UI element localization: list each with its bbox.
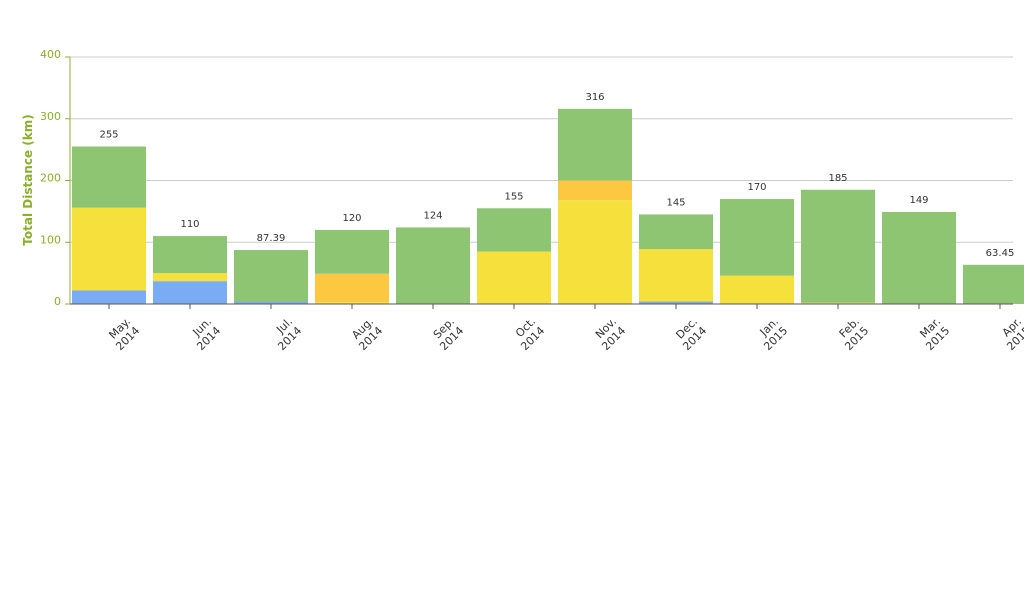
- bar-segment-1: [153, 273, 227, 282]
- x-tick-label: Oct.2014: [509, 315, 547, 353]
- x-tick-label: Jun.2014: [185, 315, 223, 353]
- x-tick-label: Jan.2015: [752, 315, 790, 353]
- bar-total-label: 170: [747, 182, 766, 193]
- bar-segment-1: [315, 302, 389, 304]
- bar-total-label: 120: [342, 213, 361, 224]
- bar-total-label: 87.39: [257, 233, 286, 244]
- bar-segment-3: [315, 229, 389, 274]
- bar-segment-3: [396, 227, 470, 304]
- bar-segment-3: [153, 236, 227, 274]
- bar-segment-1: [558, 200, 632, 304]
- axes: 0 100 200 300 400 May.2014 Jun.2014 Jul.2014 Aug…: [40, 48, 1024, 353]
- bar-segment-2: [558, 180, 632, 201]
- bar-segment-3: [477, 208, 551, 252]
- bar-total-label: 63.45: [986, 248, 1015, 259]
- x-tick-label: Dec.2014: [671, 315, 709, 353]
- x-tick-label: Feb.2015: [833, 315, 871, 353]
- y-tick-label: 300: [40, 110, 61, 123]
- bar-total-label: 110: [180, 219, 199, 230]
- x-tick-label: Aug.2014: [347, 315, 385, 353]
- bar-segment-2: [315, 273, 389, 303]
- bar-segment-3: [882, 211, 956, 304]
- bar-segment-0: [234, 301, 308, 304]
- bar-total-label: 155: [504, 191, 523, 202]
- x-tick-label: Nov.2014: [590, 315, 628, 353]
- bar-segment-1: [477, 251, 551, 304]
- bar-segment-1: [801, 302, 875, 304]
- x-tick-label: Mar.2015: [914, 315, 952, 353]
- x-tick-label: Apr.2015: [995, 315, 1024, 353]
- bar-segment-1: [72, 207, 146, 291]
- bar-segment-0: [639, 301, 713, 304]
- bar-total-label: 316: [585, 92, 604, 103]
- bars: [72, 108, 1024, 304]
- bar-segment-3: [963, 264, 1024, 304]
- total-labels: 255 110 87.39 120 124 155 316 145 170 185 149 63.45: [99, 92, 1014, 259]
- bar-segment-3: [720, 199, 794, 276]
- bar-segment-3: [234, 250, 308, 302]
- bar-segment-3: [801, 189, 875, 303]
- bar-segment-3: [558, 108, 632, 181]
- x-tick-label: May.2014: [104, 315, 142, 353]
- y-tick-label: 400: [40, 48, 61, 61]
- y-axis-title: Total Distance (km): [21, 114, 35, 245]
- bar-total-label: 149: [909, 195, 928, 206]
- x-tick-label: Jul.2014: [266, 315, 304, 353]
- bar-segment-3: [72, 146, 146, 208]
- y-tick-label: 0: [54, 295, 61, 308]
- bar-segment-0: [72, 290, 146, 304]
- bar-segment-0: [153, 281, 227, 304]
- bar-segment-1: [720, 275, 794, 304]
- bar-total-label: 255: [99, 130, 118, 141]
- bar-total-label: 185: [828, 173, 847, 184]
- y-tick-label: 200: [40, 172, 61, 185]
- y-tick-label: 100: [40, 233, 61, 246]
- bar-total-label: 145: [666, 197, 685, 208]
- bar-total-label: 124: [423, 210, 442, 221]
- x-tick-label: Sep.2014: [428, 315, 466, 353]
- bar-segment-1: [639, 249, 713, 302]
- bar-segment-3: [639, 214, 713, 250]
